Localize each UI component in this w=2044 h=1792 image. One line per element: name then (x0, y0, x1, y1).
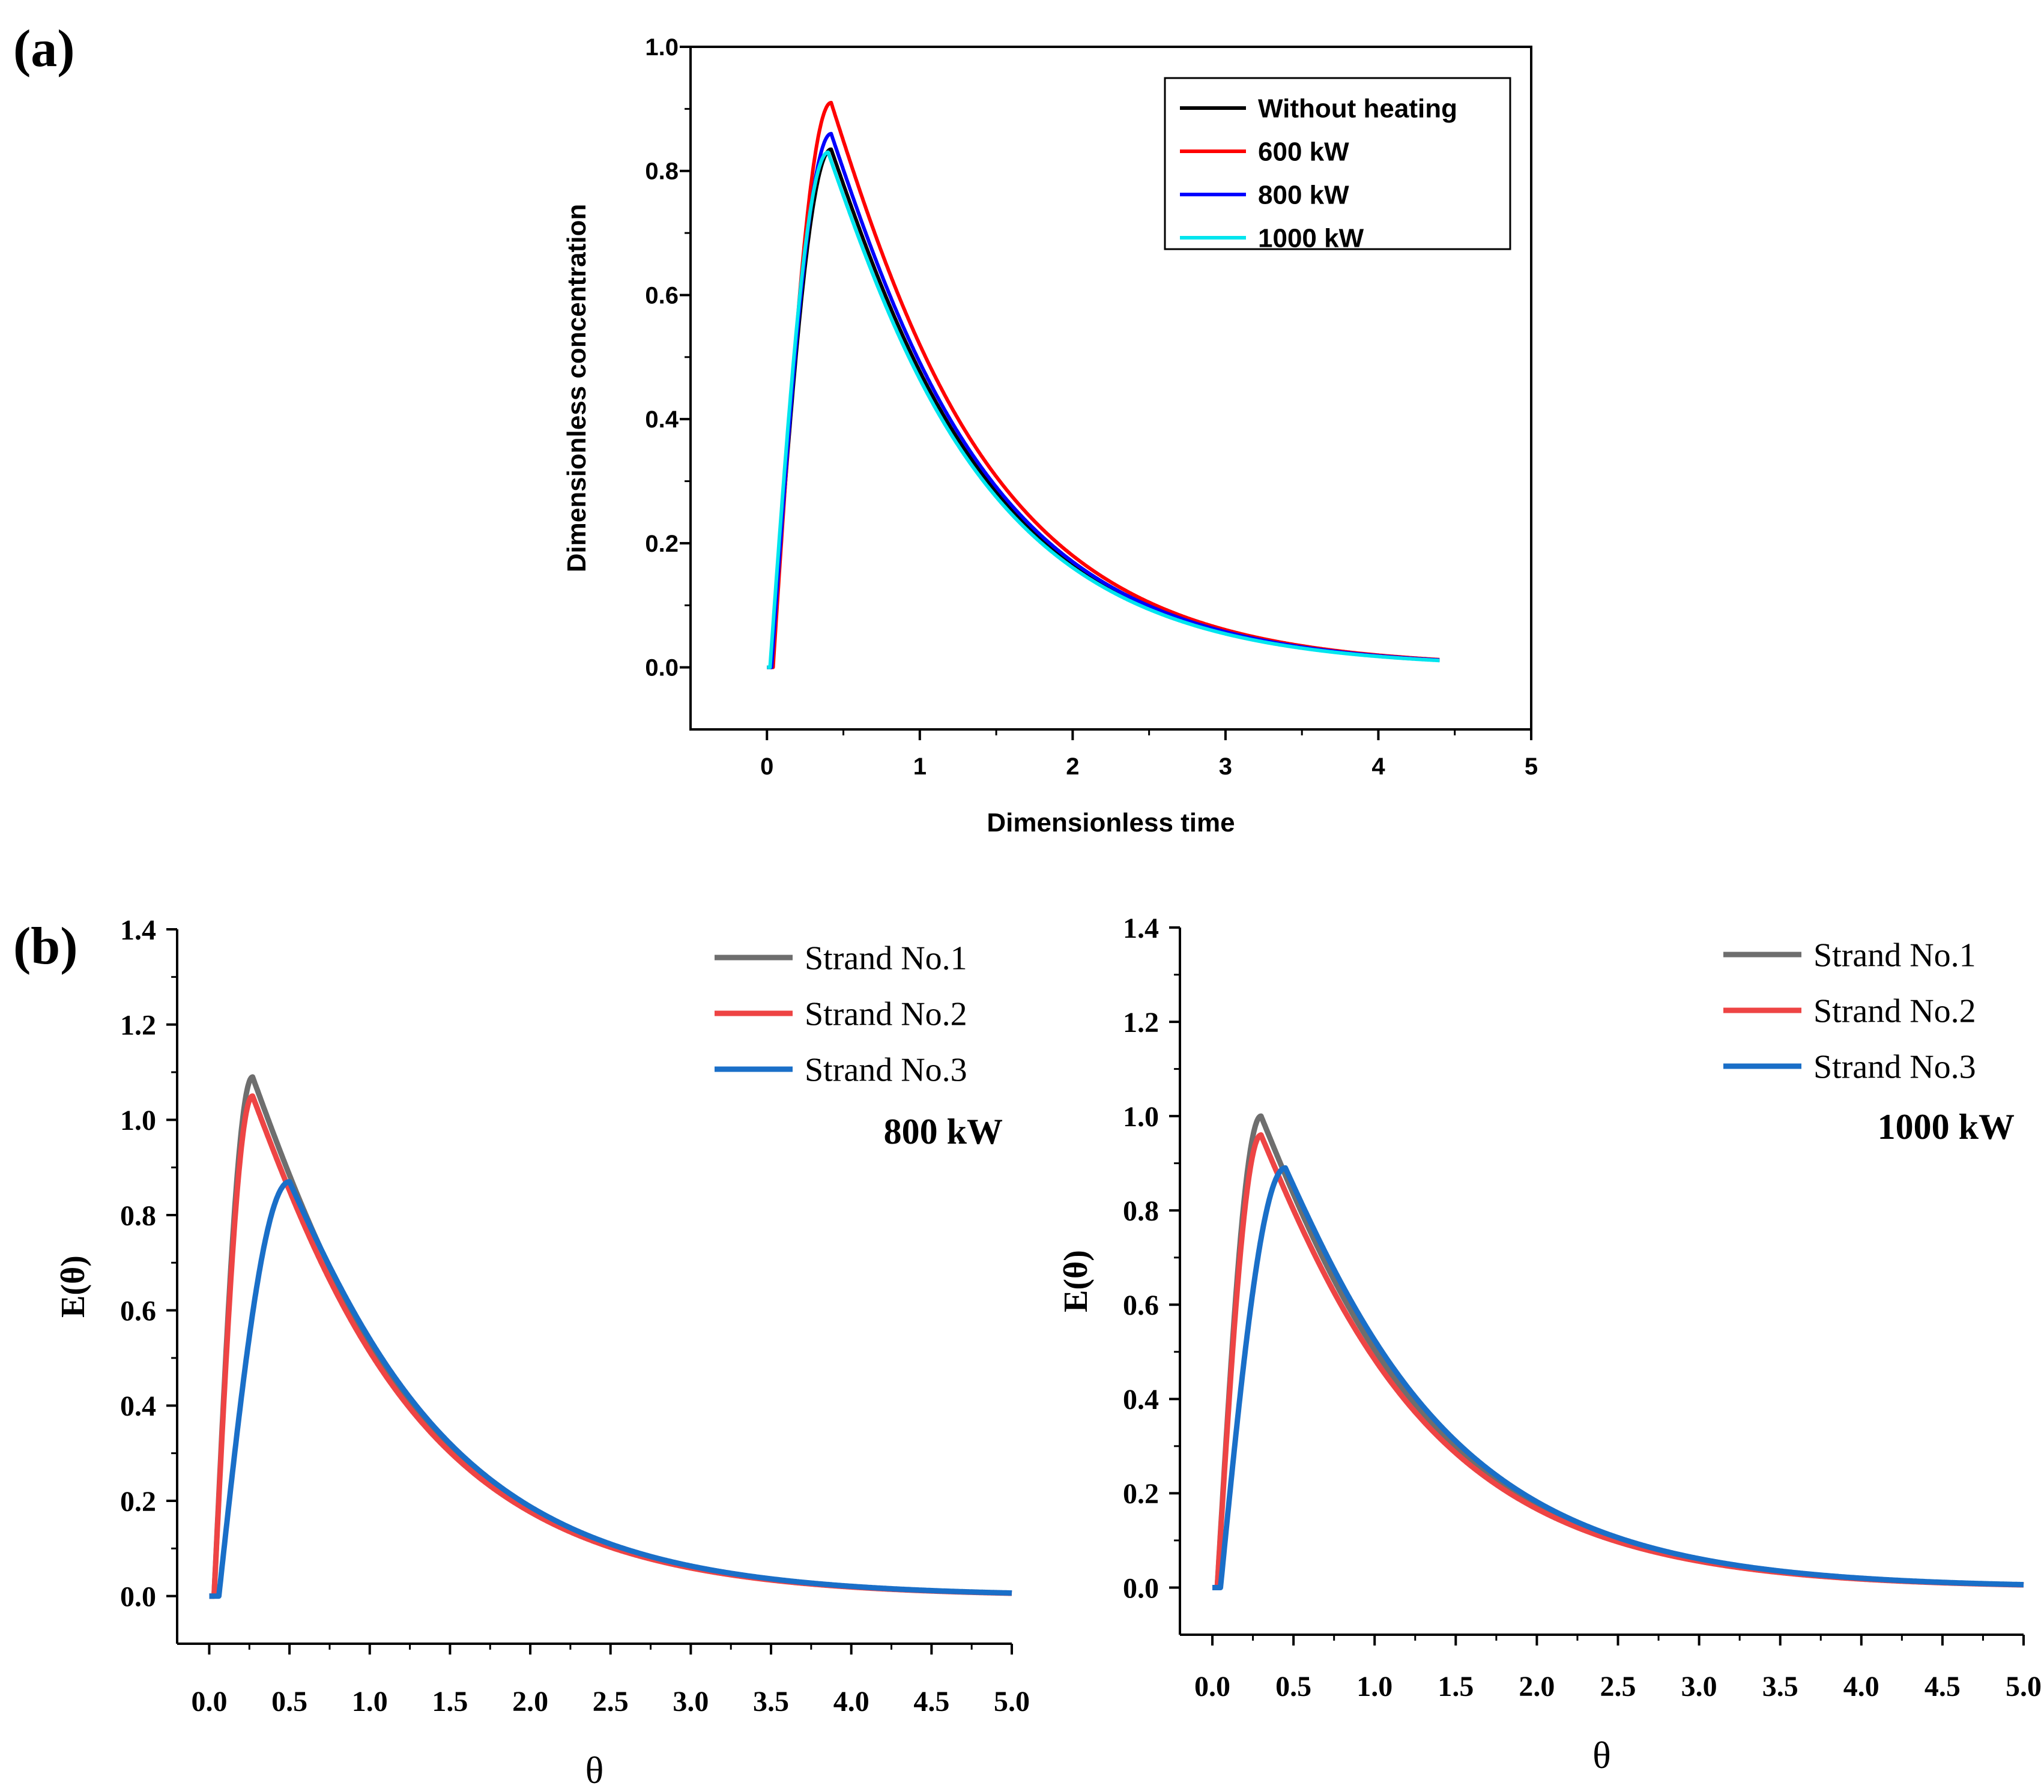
y-tick-label: 1.0 (120, 1105, 156, 1136)
y-tick-label: 0.2 (645, 531, 679, 557)
y-tick-label: 0.2 (1123, 1478, 1159, 1510)
chart-b2-1000kw: 0.0 0.5 1.0 1.5 2.0 2.5 3.0 3.5 4.0 4.5 5.0 0.0 0.2 0… (1057, 913, 2042, 1776)
y-tick-label: 1.2 (1123, 1007, 1159, 1039)
x-tick-label: 1.5 (432, 1686, 468, 1718)
x-tick-label: 1.0 (1356, 1671, 1392, 1703)
x-tick-label: 4.0 (833, 1686, 869, 1718)
y-tick-label: 0.0 (645, 655, 679, 681)
power-annotation: 1000 kW (1878, 1107, 2015, 1147)
x-tick-label: 0.5 (271, 1686, 307, 1718)
x-tick-label: 5 (1525, 753, 1538, 780)
legend-label: 600 kW (1258, 137, 1349, 166)
legend-label: Without heating (1258, 94, 1457, 123)
y-axis-label: E(θ) (1057, 1250, 1095, 1312)
y-tick-label: 0.6 (120, 1295, 156, 1327)
y-tick-label: 1.4 (120, 914, 156, 946)
panel-label-b: (b) (13, 917, 78, 976)
y-tick-label: 0.8 (1123, 1195, 1159, 1227)
x-tick-label: 3.0 (673, 1686, 709, 1718)
y-tick-label: 0.8 (120, 1200, 156, 1232)
x-tick-label: 1.0 (352, 1686, 388, 1718)
legend-label: Strand No.3 (1813, 1049, 1976, 1086)
x-tick-label: 4 (1371, 753, 1385, 780)
y-tick-label: 0.4 (120, 1390, 156, 1422)
y-tick-label: 0.8 (645, 158, 679, 185)
x-tick-label: 5.0 (2006, 1671, 2042, 1703)
x-tick-label: 2 (1066, 753, 1079, 780)
y-tick-label: 0.6 (645, 282, 679, 309)
x-tick-label: 2.0 (1519, 1671, 1555, 1703)
x-tick-label: 5.0 (994, 1686, 1030, 1718)
y-tick-label: 0.2 (120, 1486, 156, 1518)
y-tick-label: 1.0 (1123, 1101, 1159, 1133)
x-tick-label: 4.5 (913, 1686, 949, 1718)
series-line-4 (766, 150, 1441, 669)
series-line-2 (207, 1093, 1014, 1599)
legend-label: 800 kW (1258, 180, 1349, 210)
series-line-2 (1210, 1132, 2026, 1590)
y-axis-label: E(θ) (55, 1255, 92, 1318)
x-axis-label: θ (585, 1749, 604, 1791)
x-axis-label: Dimensionless time (987, 808, 1235, 837)
legend: Strand No.1 Strand No.2 Strand No.3 (1723, 937, 1976, 1086)
legend-label: 1000 kW (1258, 223, 1364, 253)
x-tick-label: 2.5 (593, 1686, 629, 1718)
y-tick-label: 0.0 (120, 1581, 156, 1612)
legend-label: Strand No.2 (1813, 993, 1976, 1030)
legend: Strand No.1 Strand No.2 Strand No.3 (715, 940, 967, 1089)
y-tick-label: 0.4 (645, 406, 679, 433)
x-tick-label: 3.5 (753, 1686, 789, 1718)
x-tick-label: 0.0 (191, 1686, 227, 1718)
y-tick-label: 0.0 (1123, 1572, 1159, 1604)
legend-label: Strand No.1 (805, 940, 967, 977)
x-tick-label: 2.0 (512, 1686, 548, 1718)
plot-frame (689, 46, 1532, 731)
y-tick-label: 1.0 (645, 34, 679, 61)
chart-a: 0 1 2 3 4 5 0.0 0.2 0.4 0.6 0.8 1.0 Dimensionless ti… (562, 34, 1538, 837)
legend-label: Strand No.3 (805, 1052, 967, 1089)
y-tick-label: 1.2 (120, 1009, 156, 1041)
panel-label-a: (a) (13, 20, 75, 78)
x-tick-label: 4.0 (1843, 1671, 1879, 1703)
series-line-3 (1210, 1165, 2026, 1590)
x-tick-label: 3.5 (1762, 1671, 1798, 1703)
y-tick-label: 0.6 (1123, 1290, 1159, 1321)
y-tick-label: 0.4 (1123, 1384, 1159, 1416)
chart-b1-800kw: 0.0 0.5 1.0 1.5 2.0 2.5 3.0 3.5 4.0 4.5 5.0 0.0 0.2 0… (55, 914, 1030, 1791)
x-tick-label: 0 (760, 753, 773, 780)
power-annotation: 800 kW (884, 1112, 1003, 1151)
series-line-1 (207, 1074, 1014, 1599)
y-axis-label: Dimensionless concentration (562, 204, 591, 573)
x-tick-label: 3.0 (1681, 1671, 1717, 1703)
legend-label: Strand No.1 (1813, 937, 1976, 974)
legend: Without heating 600 kW 800 kW 1000 kW (1164, 77, 1511, 253)
series-line-3 (207, 1179, 1014, 1599)
x-axis-label: θ (1592, 1734, 1611, 1776)
x-tick-label: 1.5 (1438, 1671, 1474, 1703)
x-tick-label: 0.0 (1194, 1671, 1230, 1703)
x-tick-label: 1 (913, 753, 927, 780)
x-tick-label: 0.5 (1275, 1671, 1311, 1703)
legend-label: Strand No.2 (805, 996, 967, 1033)
series-line-1 (1210, 1113, 2026, 1590)
y-tick-label: 1.4 (1123, 913, 1159, 944)
x-tick-label: 2.5 (1600, 1671, 1636, 1703)
x-tick-label: 3 (1219, 753, 1232, 780)
x-tick-label: 4.5 (1925, 1671, 1961, 1703)
